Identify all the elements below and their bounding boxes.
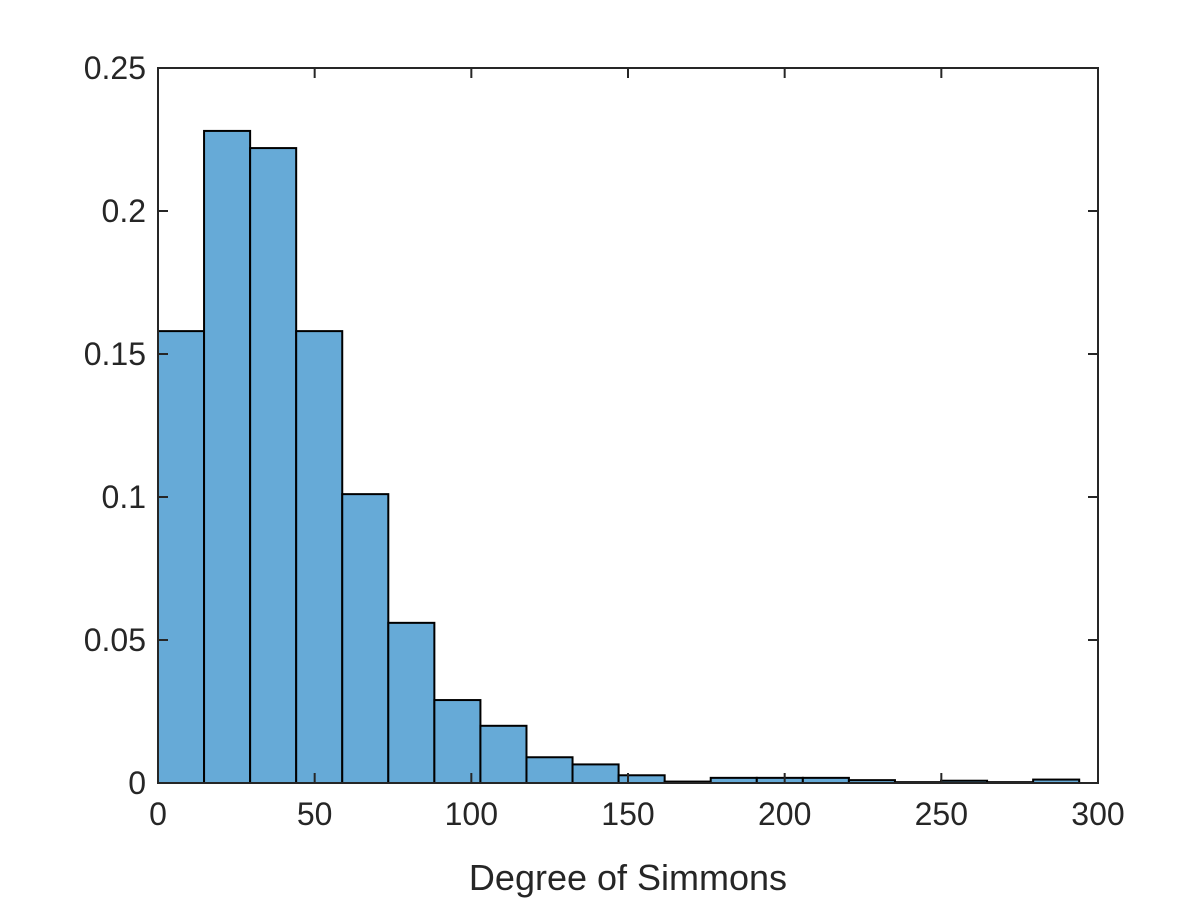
x-tick-label: 300 xyxy=(1071,796,1124,832)
histogram-bar-6 xyxy=(433,699,482,784)
histogram-bar-1 xyxy=(203,129,252,785)
histogram-bar-0 xyxy=(157,330,206,784)
y-tick-label: 0.25 xyxy=(84,50,146,86)
histogram-bar-5 xyxy=(387,621,436,785)
histogram-bar-7 xyxy=(479,724,528,784)
y-tick-label: 0.15 xyxy=(84,336,146,372)
y-tick-label: 0.1 xyxy=(102,479,146,515)
x-tick-labels: 0 50 100 150 200 250 300 xyxy=(149,796,1125,832)
x-tick-label: 50 xyxy=(297,796,333,832)
histogram-bar-9 xyxy=(571,763,620,784)
y-tick-label: 0.05 xyxy=(84,622,146,658)
histogram-bar-10 xyxy=(617,774,666,785)
x-tick-label: 0 xyxy=(149,796,167,832)
x-axis-label: Degree of Simmons xyxy=(469,857,787,898)
tick-marks xyxy=(157,67,1099,784)
x-tick-label: 250 xyxy=(915,796,968,832)
y-tick-label: 0.2 xyxy=(102,193,146,229)
bars-group xyxy=(157,129,1081,785)
histogram-bar-8 xyxy=(525,756,574,785)
y-tick-label: 0 xyxy=(128,765,146,801)
y-tick-labels: 0 0.05 0.1 0.15 0.2 0.25 xyxy=(84,50,146,801)
histogram-bar-4 xyxy=(341,493,390,784)
histogram-bar-2 xyxy=(249,147,298,784)
x-tick-label: 150 xyxy=(601,796,654,832)
histogram-bar-3 xyxy=(295,330,344,784)
x-tick-label: 100 xyxy=(445,796,498,832)
x-tick-label: 200 xyxy=(758,796,811,832)
